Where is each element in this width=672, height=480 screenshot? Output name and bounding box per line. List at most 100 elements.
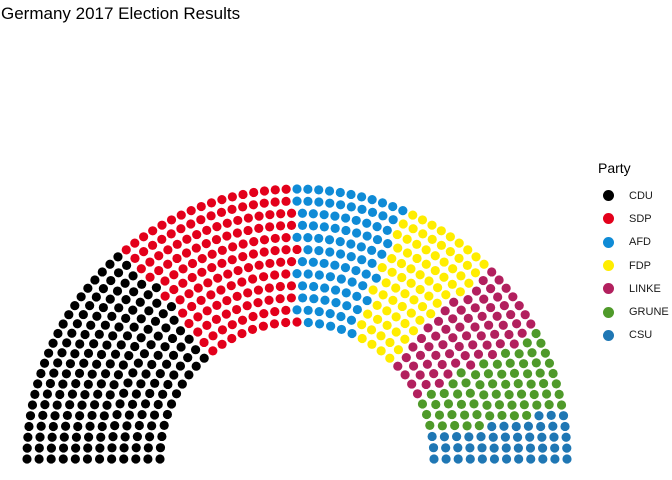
seat-fdp	[391, 312, 401, 322]
seat-csu	[546, 410, 556, 421]
seat-cdu	[80, 329, 90, 340]
seat-linke	[401, 352, 411, 363]
seat-cdu	[143, 443, 153, 453]
seat-grune	[500, 348, 511, 358]
seat-cdu	[40, 400, 50, 410]
seat-cdu	[46, 454, 56, 464]
seat-cdu	[162, 359, 172, 369]
seat-cdu	[166, 301, 177, 312]
seat-csu	[538, 454, 548, 464]
seat-sdp	[193, 327, 203, 337]
seat-cdu	[89, 400, 100, 410]
seat-fdp	[430, 251, 440, 261]
seat-fdp	[412, 253, 422, 264]
seat-fdp	[439, 272, 449, 282]
seat-linke	[494, 275, 504, 285]
seat-cdu	[27, 400, 38, 410]
seat-linke	[490, 329, 500, 339]
seat-linke	[512, 319, 522, 329]
seat-cdu	[135, 297, 145, 307]
seat-cdu	[167, 333, 178, 344]
seat-cdu	[86, 320, 96, 330]
seat-cdu	[168, 350, 179, 360]
seat-fdp	[406, 308, 416, 318]
seat-afd	[303, 245, 313, 255]
seat-cdu	[62, 338, 72, 348]
seat-cdu	[106, 275, 116, 286]
seat-csu	[441, 454, 451, 464]
seat-linke	[441, 324, 451, 334]
seat-linke	[455, 322, 465, 332]
seat-linke	[461, 331, 472, 341]
seat-sdp	[160, 291, 170, 301]
seat-afd	[298, 293, 308, 303]
legend-label: GRUNE	[629, 306, 669, 319]
seat-cdu	[30, 389, 40, 399]
seat-afd	[367, 258, 377, 268]
seat-fdp	[454, 253, 464, 263]
seat-fdp	[387, 267, 397, 277]
seat-grune	[527, 348, 537, 358]
seat-grune	[492, 359, 502, 369]
seat-cdu	[150, 316, 161, 326]
seat-sdp	[160, 276, 170, 286]
seat-grune	[425, 420, 435, 430]
seat-fdp	[479, 259, 489, 269]
seat-grune	[479, 390, 489, 400]
seat-cdu	[92, 359, 102, 369]
seat-linke	[468, 340, 478, 350]
seat-cdu	[116, 340, 126, 350]
seat-sdp	[169, 270, 179, 280]
seat-sdp	[208, 346, 218, 356]
seat-cdu	[97, 267, 107, 277]
seat-csu	[525, 432, 535, 442]
seat-sdp	[163, 259, 173, 269]
seat-linke	[393, 361, 403, 371]
seat-sdp	[206, 198, 217, 208]
seat-afd	[292, 196, 302, 206]
seat-fdp	[406, 264, 416, 274]
seat-sdp	[217, 195, 227, 205]
seat-cdu	[102, 340, 112, 350]
seat-sdp	[276, 209, 286, 219]
seat-cdu	[113, 268, 124, 278]
seat-linke	[443, 369, 453, 379]
seat-afd	[356, 242, 366, 252]
seat-afd	[330, 260, 340, 270]
seat-afd	[308, 257, 318, 267]
seat-cdu	[58, 454, 68, 464]
legend-label: CSU	[629, 329, 653, 342]
seat-afd	[303, 196, 313, 206]
seat-grune	[453, 389, 463, 399]
seat-afd	[297, 257, 308, 267]
seat-linke	[495, 339, 505, 349]
seat-cdu	[77, 400, 87, 410]
seat-cdu	[114, 322, 124, 332]
seat-cdu	[183, 352, 193, 363]
seat-fdp	[393, 243, 403, 253]
seat-cdu	[96, 432, 106, 442]
seat-grune	[529, 389, 539, 400]
seat-csu	[487, 421, 497, 432]
seat-afd	[292, 269, 302, 279]
seat-grune	[426, 389, 436, 399]
seat-fdp	[417, 215, 428, 225]
seat-fdp	[436, 240, 447, 250]
seat-cdu	[102, 400, 112, 410]
seat-csu	[514, 454, 524, 464]
legend-label: CDU	[629, 189, 653, 202]
seat-cdu	[132, 431, 142, 442]
seat-cdu	[67, 389, 78, 399]
seat-cdu	[119, 388, 129, 398]
seat-cdu	[107, 311, 117, 321]
seat-cdu	[128, 305, 138, 315]
seat-afd	[367, 207, 378, 217]
seat-linke	[448, 333, 458, 343]
seat-afd	[319, 210, 329, 220]
seat-sdp	[275, 281, 285, 292]
seat-afd	[325, 272, 336, 282]
seat-sdp	[232, 304, 242, 315]
seat-csu	[558, 411, 569, 421]
seat-fdp	[378, 290, 388, 300]
seat-sdp	[281, 184, 291, 194]
